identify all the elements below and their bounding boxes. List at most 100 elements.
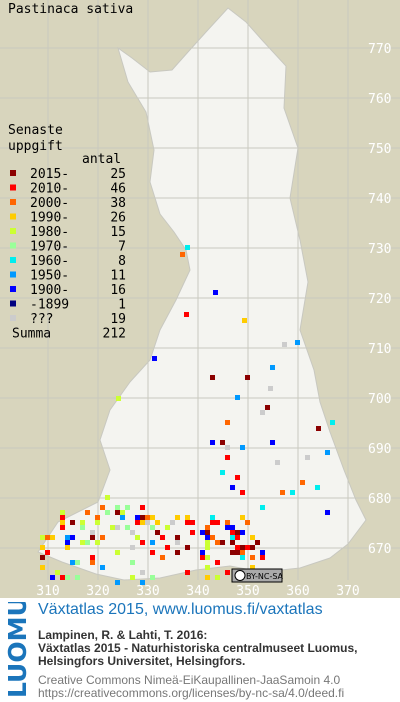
occurrence-square [240,555,245,560]
occurrence-square [215,540,220,545]
legend-swatch [10,199,16,205]
legend-label: 2000- [30,196,69,211]
occurrence-square [116,396,121,401]
occurrence-square [65,540,70,545]
occurrence-square [315,485,320,490]
x-grid-label: 340 [186,584,209,598]
legend-count: 25 [110,167,126,182]
occurrence-square [60,515,65,520]
occurrence-square [225,570,230,575]
y-grid-label: 730 [368,242,391,257]
occurrence-square [90,530,95,535]
occurrence-square [185,245,190,250]
occurrence-square [240,445,245,450]
y-grid-label: 710 [368,342,391,357]
occurrence-square [260,505,265,510]
occurrence-square [280,490,285,495]
occurrence-square [130,575,135,580]
x-grid-label: 320 [86,584,109,598]
occurrence-square [45,535,50,540]
occurrence-square [170,520,175,525]
occurrence-square [40,565,45,570]
occurrence-square [150,515,155,520]
occurrence-square [130,530,135,535]
occurrence-square [140,520,145,525]
y-grid-label: 750 [368,142,391,157]
brand-text: LUOMUS [3,602,30,698]
legend-label: 1960- [30,254,69,269]
occurrence-square [240,490,245,495]
occurrence-square [220,470,225,475]
occurrence-square [205,540,210,545]
occurrence-square [210,440,215,445]
occurrence-square [200,555,205,560]
occurrence-square [60,575,65,580]
legend-label: 2015- [30,167,69,182]
occurrence-square [235,530,240,535]
occurrence-square [80,520,85,525]
legend-count: 19 [110,312,126,327]
occurrence-square [70,520,75,525]
legend-swatch [10,228,16,234]
occurrence-square [190,530,195,535]
headline[interactable]: Växtatlas 2015, www.luomus.fi/vaxtatlas [38,601,323,618]
y-grid-label: 680 [368,492,391,507]
legend-swatch [10,271,16,278]
legend-count: 15 [110,225,126,240]
legend-count: 16 [110,283,126,298]
occurrence-square [70,560,75,565]
occurrence-square [330,420,335,425]
y-grid-label: 770 [368,42,391,57]
occurrence-square [235,545,240,550]
occurrence-square [260,410,265,415]
occurrence-square [152,356,157,361]
occurrence-square [240,550,245,555]
occurrence-square [220,440,225,445]
occurrence-square [250,555,255,560]
distribution-map: 770 760 750 740 730 720 710 700 690 680 670 310 320 3… [0,0,400,598]
occurrence-square [260,550,265,555]
occurrence-square [230,535,235,540]
occurrence-square [205,535,210,540]
license-line[interactable]: https://creativecommons.org/licenses/by-… [38,686,345,700]
y-grid-label: 720 [368,292,391,307]
occurrence-square [210,375,215,380]
occurrence-square [250,545,255,550]
occurrence-square [70,535,75,540]
legend-swatch [10,170,16,176]
occurrence-square [205,575,210,580]
occurrence-square [325,450,330,455]
occurrence-square [120,515,125,520]
citation-line: Växtatlas 2015 - Naturhistoriska central… [38,641,358,655]
occurrence-square [200,550,205,555]
legend-label: 1950- [30,269,69,284]
occurrence-square [215,575,220,580]
occurrence-square [55,570,60,575]
occurrence-square [190,520,195,525]
occurrence-square [40,535,45,540]
occurrence-square [265,405,270,410]
occurrence-square [130,545,135,550]
occurrence-square [205,555,210,560]
occurrence-square [175,550,180,555]
legend-heading: Senaste [8,123,63,138]
legend-label: 1900- [30,283,69,298]
citation-line: Lampinen, R. & Lahti, T. 2016: [38,628,208,642]
occurrence-square [305,455,310,460]
occurrence-square [250,535,255,540]
occurrence-square [140,515,145,520]
occurrence-square [90,555,95,560]
legend: 2015- 25 2010- 46 2000- 38 1990- 26 1980- 15 1970-… [10,167,126,342]
legend-swatch [10,184,16,191]
occurrence-square [120,510,125,515]
occurrence-square [95,520,100,525]
occurrence-square [115,580,120,585]
legend-label: -1899 [30,298,69,313]
occurrence-square [230,530,235,535]
legend-swatch [10,315,16,321]
occurrence-square [230,540,235,545]
occurrence-square [135,515,140,520]
occurrence-square [90,535,95,540]
occurrence-square [185,570,190,575]
